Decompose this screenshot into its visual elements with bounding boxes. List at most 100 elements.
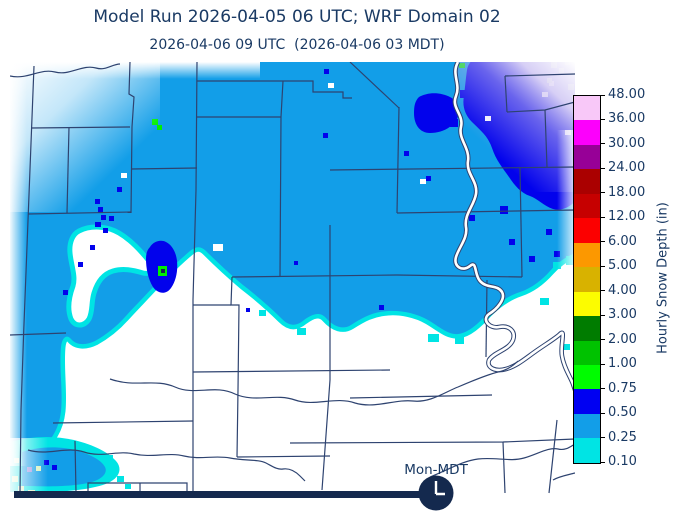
county-boundary	[74, 440, 77, 494]
county-boundary	[66, 126, 70, 214]
county-boundary	[130, 167, 198, 170]
snow-speckle	[455, 337, 464, 344]
colorbar-tick	[600, 437, 605, 439]
snow-speckle	[297, 328, 306, 335]
county-boundary	[87, 482, 188, 493]
snow-speckle	[90, 245, 95, 250]
colorbar-tick-label: 5.00	[608, 258, 637, 274]
edge-fade-bottomleft	[10, 438, 48, 498]
page-title: Model Run 2026-04-05 06 UTC; WRF Domain …	[93, 7, 501, 27]
snow-speckle	[213, 244, 223, 251]
snow-speckle	[420, 179, 426, 184]
colorbar-tick-label: 18.00	[608, 184, 646, 200]
snow-speckle	[509, 239, 515, 245]
river-missouri	[453, 62, 575, 391]
snow-speckle	[78, 262, 83, 267]
snow-speckle	[323, 133, 328, 138]
colorbar-tick-label: 1.00	[608, 356, 637, 372]
snow-speckle	[563, 344, 570, 350]
colorbar-tick	[600, 167, 605, 169]
snow-speckle	[117, 476, 124, 482]
colorbar-tick-label: 0.25	[608, 429, 637, 445]
colorbar-tick	[600, 461, 605, 463]
colorbar-tick-label: 48.00	[608, 87, 646, 102]
colorbar-band	[574, 96, 600, 121]
colorbar-tick	[600, 265, 605, 267]
snow-speckle	[109, 216, 114, 221]
snow-speckle	[328, 83, 334, 88]
colorbar-tick	[600, 192, 605, 194]
county-boundary	[27, 211, 132, 215]
river	[429, 443, 575, 478]
county-boundary	[231, 274, 398, 278]
colorbar-tick-label: 0.50	[608, 405, 637, 421]
snow-speckle	[101, 215, 106, 220]
colorbar-band	[574, 193, 600, 219]
county-boundary	[396, 106, 400, 214]
clock-hands	[434, 481, 445, 496]
edge-fade-topleft	[10, 62, 160, 212]
edge-fade-topright	[455, 62, 575, 192]
county-boundary	[321, 225, 331, 491]
snow-speckle	[324, 69, 329, 74]
colorbar	[573, 95, 601, 464]
timeline-day-label: Mon-MDT	[404, 462, 468, 478]
colorbar-tick-label: 4.00	[608, 282, 637, 298]
colorbar-tick	[600, 143, 605, 145]
county-boundary	[289, 438, 575, 444]
river	[10, 63, 121, 78]
county-boundary-layer	[10, 62, 575, 494]
snow-speckle	[95, 222, 101, 227]
colorbar-band	[574, 144, 600, 170]
colorbar-tick	[600, 241, 605, 243]
county-boundary	[329, 166, 575, 171]
river	[109, 360, 519, 406]
timeline-bar	[14, 491, 420, 498]
snow-speckle	[105, 455, 113, 461]
colorbar-band	[574, 242, 600, 268]
county-boundary	[236, 455, 331, 458]
colorbar-tick	[600, 388, 605, 390]
colorbar-tick-label: 24.00	[608, 160, 646, 176]
colorbar-band	[574, 291, 600, 317]
county-boundary	[230, 276, 240, 458]
edge-fade-left	[10, 62, 27, 466]
colorbar-tick-label: 30.00	[608, 135, 646, 151]
colorbar-band	[574, 364, 600, 390]
deep-snow-blob	[414, 93, 459, 133]
colorbar-tick	[600, 363, 605, 365]
colorbar-tick	[600, 94, 605, 96]
county-boundary	[502, 441, 506, 494]
colorbar-tick-label: 3.00	[608, 307, 637, 323]
snow-speckle	[428, 334, 439, 342]
county-boundary	[128, 62, 135, 214]
river	[552, 472, 575, 481]
county-boundary	[349, 62, 400, 109]
snow-speckle	[469, 215, 475, 221]
colorbar-tick	[600, 118, 605, 120]
snow-speckle	[161, 269, 165, 273]
snow-speckle	[500, 206, 508, 214]
snow-speckle	[379, 305, 384, 310]
colorbar-band	[574, 389, 600, 414]
county-boundary	[192, 62, 198, 493]
colorbar-tick-label: 6.00	[608, 233, 637, 249]
valid-time-subtitle: 2026-04-06 09 UTC (2026-04-06 03 MDT)	[149, 37, 445, 53]
county-boundary	[30, 126, 131, 129]
colorbar-tick	[600, 216, 605, 218]
snow-speckle	[529, 256, 535, 262]
snow-speckle	[103, 228, 108, 233]
colorbar-band	[574, 218, 600, 243]
colorbar-tick	[600, 290, 605, 292]
colorbar-band	[574, 120, 600, 145]
county-boundary	[396, 209, 575, 214]
snow-speckle	[404, 151, 409, 156]
colorbar-band	[574, 340, 600, 365]
snow-speckle	[546, 229, 552, 235]
colorbar-tick	[600, 412, 605, 414]
county-boundary	[349, 394, 493, 399]
county-boundary	[10, 332, 67, 336]
map-raster	[10, 62, 575, 498]
snow-speckle	[450, 119, 458, 127]
snow-speckle	[426, 176, 431, 181]
